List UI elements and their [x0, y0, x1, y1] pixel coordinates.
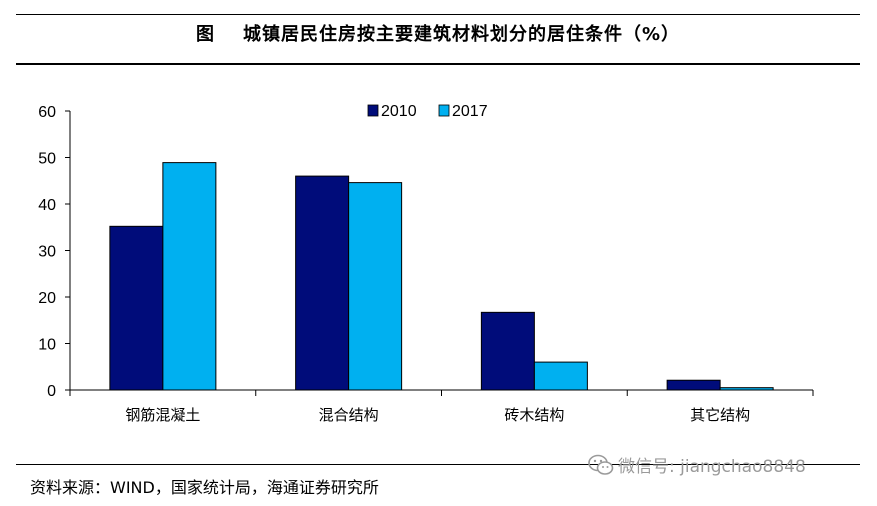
x-tick-label: 其它结构 — [690, 406, 750, 424]
y-tick-label: 10 — [38, 337, 56, 354]
chart-title: 图 城镇居民住房按主要建筑材料划分的居住条件（%） — [16, 20, 860, 46]
top-rule — [16, 14, 860, 15]
wechat-icon — [588, 454, 614, 475]
legend-swatch-2017 — [438, 104, 450, 117]
watermark-text: 微信号: jiangchao8848 — [618, 457, 806, 477]
legend-label-2010: 2010 — [381, 103, 417, 120]
bar-2017-3 — [719, 387, 774, 391]
figure-label: 图 — [195, 24, 215, 45]
y-tick-label: 40 — [38, 197, 56, 214]
y-tick-label: 60 — [38, 104, 56, 121]
x-tick-label: 砖木结构 — [504, 406, 564, 424]
bar-2017-1 — [348, 182, 403, 391]
y-tick-label: 30 — [38, 244, 56, 261]
bar-2017-0 — [162, 162, 217, 391]
source-note: 资料来源：WIND，国家统计局，海通证券研究所 — [30, 478, 379, 497]
legend-swatch-2010 — [367, 104, 379, 117]
legend-label-2017: 2017 — [452, 103, 488, 120]
bar-2010-2 — [480, 311, 535, 391]
bar-2017-2 — [533, 361, 588, 391]
chart-title-text: 城镇居民住房按主要建筑材料划分的居住条件（%） — [242, 24, 681, 45]
bar-2010-0 — [109, 225, 164, 391]
y-tick-label: 20 — [38, 290, 56, 307]
y-tick-label: 50 — [38, 151, 56, 168]
bar-2010-3 — [666, 379, 721, 391]
bar-2010-1 — [295, 175, 350, 391]
title-underline — [16, 63, 860, 65]
bar-chart: 0 10 20 30 40 50 60 钢筋混凝土 混合结构 砖木结构 其它结构 2010 2017 — [38, 103, 814, 424]
x-tick-label: 混合结构 — [319, 406, 379, 424]
bottom-rule — [16, 464, 860, 465]
x-tick-label: 钢筋混凝土 — [125, 406, 200, 424]
y-tick-label: 0 — [47, 383, 56, 400]
wechat-watermark: 微信号: jiangchao8848 — [588, 452, 806, 477]
